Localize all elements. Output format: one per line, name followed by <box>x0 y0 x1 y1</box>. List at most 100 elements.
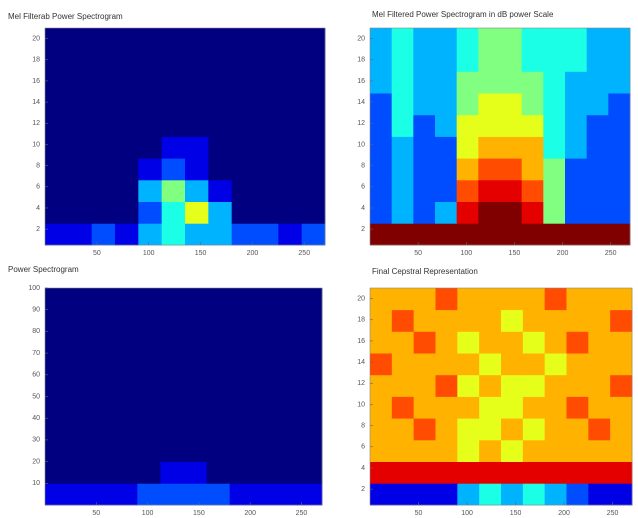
heatmap-cell <box>608 179 631 202</box>
heatmap-cell <box>255 28 279 51</box>
heatmap-cell <box>68 49 93 72</box>
heatmap-cell <box>543 201 566 224</box>
heatmap-cell <box>521 28 544 51</box>
y-tick-label: 50 <box>32 393 40 400</box>
heatmap-cell <box>68 136 93 159</box>
heatmap-cell <box>231 49 256 72</box>
y-tick-label: 6 <box>361 444 365 451</box>
y-tick-label: 12 <box>357 120 365 127</box>
heatmap-cell <box>183 418 207 441</box>
heatmap-cell <box>457 309 480 332</box>
heatmap-cell <box>608 93 631 116</box>
heatmap-cell <box>45 114 69 137</box>
x-tick-label: 200 <box>557 250 569 257</box>
heatmap-cell <box>160 418 184 441</box>
x-tick-label: 150 <box>193 510 205 517</box>
heatmap-cell <box>278 71 303 94</box>
heatmap-cell <box>543 49 566 72</box>
heatmap-cell <box>565 201 588 224</box>
x-tick-label: 250 <box>607 510 619 517</box>
heatmap-cell <box>479 309 502 332</box>
heatmap-cell <box>183 353 207 376</box>
heatmap-cell <box>114 353 138 376</box>
heatmap-cell <box>68 288 92 311</box>
heatmap-cell <box>522 418 546 441</box>
heatmap-cell <box>161 93 186 116</box>
heatmap-cell <box>138 158 163 181</box>
heatmap-cell <box>479 483 502 506</box>
heatmap-cell <box>231 136 256 159</box>
heatmap-cell <box>185 179 209 202</box>
heatmap-cell <box>183 288 207 311</box>
heatmap-cell <box>185 28 209 51</box>
heatmap-cell <box>521 158 544 181</box>
heatmap-cell <box>391 158 414 181</box>
heatmap-cell <box>501 439 524 462</box>
heatmap-cell <box>610 288 633 311</box>
x-tick-label: 50 <box>92 510 100 517</box>
heatmap-cell <box>610 461 633 484</box>
heatmap-cell <box>565 71 588 94</box>
heatmap-cell <box>413 353 436 376</box>
heatmap-cell <box>206 309 231 332</box>
heatmap-cell <box>610 353 633 376</box>
heatmap-cell <box>208 93 233 116</box>
heatmap-cell <box>500 49 523 72</box>
heatmap-cell <box>435 374 458 397</box>
y-tick-label: 70 <box>32 350 40 357</box>
heatmap-cell <box>521 201 544 224</box>
y-tick-label: 20 <box>357 35 365 42</box>
heatmap-cell <box>457 396 480 419</box>
heatmap-cell <box>588 288 611 311</box>
heatmap-cell <box>413 461 436 484</box>
y-tick-label: 18 <box>32 57 40 64</box>
heatmap-cell <box>138 49 163 72</box>
heatmap-cell <box>206 353 231 376</box>
heatmap-cell <box>115 136 139 159</box>
heatmap-cell <box>544 331 567 354</box>
heatmap-cell <box>479 418 502 441</box>
heatmap-cell <box>68 331 92 354</box>
heatmap-cell <box>586 179 609 202</box>
heatmap-cell <box>391 461 415 484</box>
heatmap-cell <box>456 114 479 137</box>
heatmap-cell <box>543 136 566 159</box>
heatmap-cell <box>115 28 139 51</box>
heatmap-cell <box>566 461 589 484</box>
heatmap-cell <box>91 201 116 224</box>
heatmap-cell <box>229 288 254 311</box>
heatmap-cell <box>185 136 209 159</box>
heatmap-cell <box>501 309 524 332</box>
heatmap-cell <box>255 114 279 137</box>
heatmap-cell <box>278 136 303 159</box>
heatmap-cell <box>298 374 323 397</box>
y-tick-label: 8 <box>361 422 365 429</box>
heatmap-cell <box>586 49 609 72</box>
heatmap-cell <box>500 136 523 159</box>
heatmap-cell <box>522 331 546 354</box>
y-tick-label: 12 <box>357 380 365 387</box>
heatmap-cell <box>298 288 323 311</box>
heatmap-cell <box>275 374 300 397</box>
heatmap-cell <box>68 179 93 202</box>
heatmap-cell <box>457 439 480 462</box>
heatmap-cell <box>298 396 323 419</box>
heatmap-cell <box>68 309 92 332</box>
y-tick-label: 30 <box>32 437 40 444</box>
heatmap-cell <box>370 114 393 137</box>
heatmap-cell <box>91 136 116 159</box>
heatmap-cell <box>586 201 609 224</box>
heatmap-cell <box>566 396 589 419</box>
heatmap-cell <box>413 49 436 72</box>
heatmap-cell <box>370 158 393 181</box>
heatmap-cell <box>252 331 277 354</box>
heatmap-cell <box>137 288 161 311</box>
y-tick-label: 4 <box>361 465 365 472</box>
heatmap-cell <box>522 483 546 506</box>
heatmap-cell <box>456 28 479 51</box>
heatmap-cell <box>566 483 589 506</box>
heatmap-cell <box>68 353 92 376</box>
heatmap-cell <box>91 374 115 397</box>
heatmap-cell <box>185 158 209 181</box>
y-tick-label: 90 <box>32 307 40 314</box>
